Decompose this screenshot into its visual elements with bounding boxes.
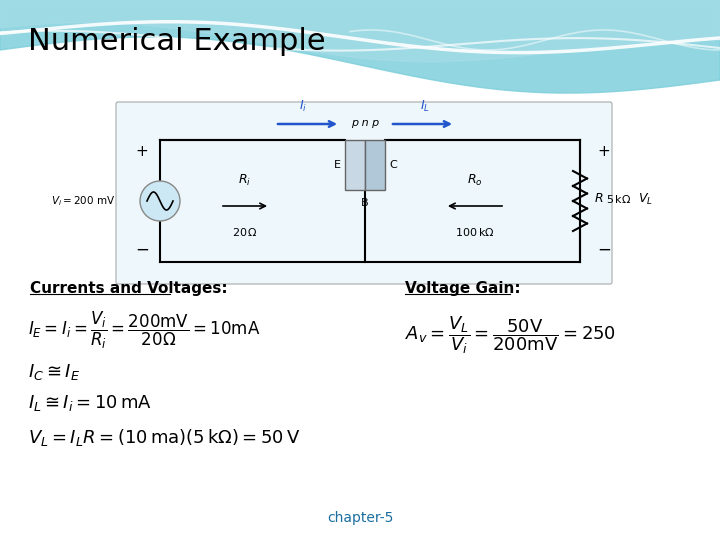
Text: $I_L \cong I_i = 10\,\mathrm{mA}$: $I_L \cong I_i = 10\,\mathrm{mA}$ (28, 393, 152, 413)
Text: $R_o$: $R_o$ (467, 173, 483, 188)
Text: $I_E = I_i = \dfrac{V_i}{R_i} = \dfrac{200\mathrm{mV}}{20\Omega} = 10\mathrm{mA}: $I_E = I_i = \dfrac{V_i}{R_i} = \dfrac{2… (28, 309, 261, 350)
Text: $V_i = 200\ \mathrm{mV}$: $V_i = 200\ \mathrm{mV}$ (50, 194, 115, 208)
Bar (365, 140, 385, 190)
Text: $R_i$: $R_i$ (238, 173, 251, 188)
Circle shape (140, 181, 180, 221)
Text: C: C (389, 160, 397, 170)
Text: $5\,\mathrm{k}\Omega$: $5\,\mathrm{k}\Omega$ (606, 193, 631, 205)
FancyBboxPatch shape (116, 102, 612, 284)
Text: p n p: p n p (351, 118, 379, 128)
Text: +: + (598, 145, 611, 159)
Text: chapter-5: chapter-5 (327, 511, 393, 525)
Text: $20\,\Omega$: $20\,\Omega$ (232, 226, 258, 238)
Text: $V_L$: $V_L$ (638, 192, 653, 206)
Text: E: E (334, 160, 341, 170)
Text: $I_C \cong I_E$: $I_C \cong I_E$ (28, 362, 80, 382)
Text: −: − (597, 241, 611, 259)
Text: $V_L = I_L R = (10\,\mathrm{ma})(5\,\mathrm{k}\Omega) = 50\,\mathrm{V}$: $V_L = I_L R = (10\,\mathrm{ma})(5\,\mat… (28, 427, 300, 448)
Bar (345, 140, 365, 190)
Text: $R$: $R$ (594, 192, 603, 206)
Text: Currents and Voltages:: Currents and Voltages: (30, 280, 228, 295)
Text: $I_i$: $I_i$ (299, 99, 307, 114)
Text: +: + (135, 145, 148, 159)
Text: B: B (361, 198, 369, 208)
Text: $100\,\mathrm{k}\Omega$: $100\,\mathrm{k}\Omega$ (455, 226, 495, 238)
Text: −: − (135, 241, 149, 259)
Text: Voltage Gain:: Voltage Gain: (405, 280, 521, 295)
Text: $I_L$: $I_L$ (420, 99, 430, 114)
Text: Numerical Example: Numerical Example (28, 28, 325, 57)
Text: $A_v = \dfrac{V_L}{V_i} = \dfrac{50\mathrm{V}}{200\mathrm{mV}} = 250$: $A_v = \dfrac{V_L}{V_i} = \dfrac{50\math… (405, 314, 616, 356)
